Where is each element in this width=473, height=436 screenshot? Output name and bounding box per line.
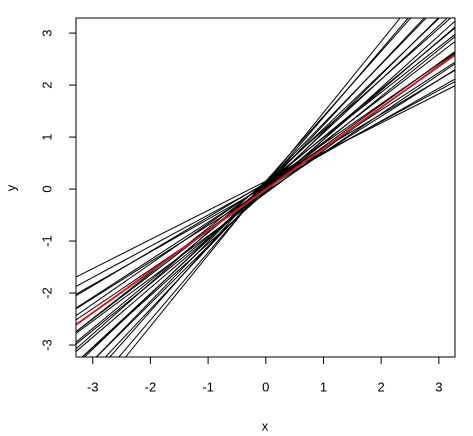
y-tick-label: 3: [39, 29, 54, 36]
regression-line: [104, 18, 425, 357]
x-tick-label: 3: [435, 379, 442, 394]
regression-line: [81, 20, 455, 357]
x-tick-label: 1: [320, 379, 327, 394]
y-tick-label: 0: [39, 185, 54, 192]
y-tick-label: 1: [39, 133, 54, 140]
regression-line: [124, 18, 401, 357]
y-tick-label: -1: [39, 235, 54, 247]
y-tick-label: -3: [39, 339, 54, 351]
plot-lines: [76, 18, 455, 357]
x-axis-label: x: [262, 418, 269, 433]
plot-frame: [75, 17, 456, 358]
y-tick-label: -2: [39, 287, 54, 299]
x-tick-label: -3: [87, 379, 99, 394]
x-tick-label: 2: [378, 379, 385, 394]
regression-line: [95, 18, 427, 357]
regression-line: [76, 54, 455, 326]
regression-line: [109, 18, 412, 357]
regression-line: [118, 18, 409, 357]
x-tick-label: -1: [202, 379, 214, 394]
x-tick-label: 0: [262, 379, 269, 394]
x-tick-label: -2: [145, 379, 157, 394]
y-tick-label: 2: [39, 81, 54, 88]
y-axis-label: y: [3, 184, 18, 191]
